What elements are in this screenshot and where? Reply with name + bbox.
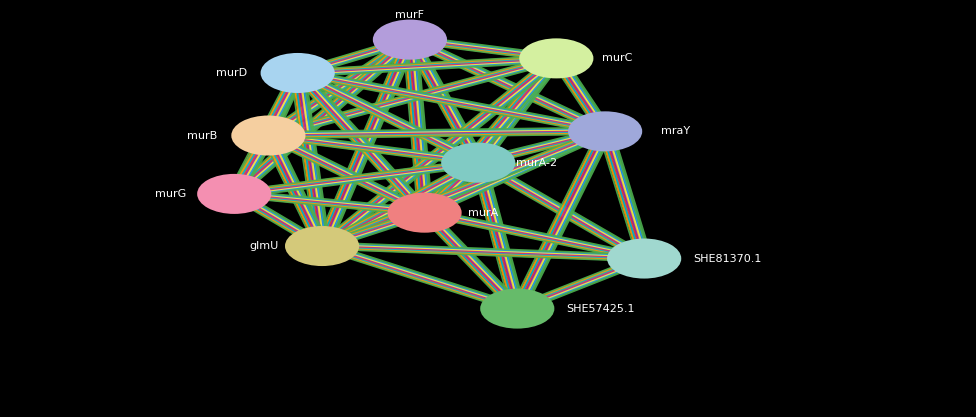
Text: glmU: glmU xyxy=(249,241,278,251)
Text: murD: murD xyxy=(216,68,247,78)
Ellipse shape xyxy=(197,174,271,214)
Ellipse shape xyxy=(441,143,515,183)
Ellipse shape xyxy=(261,53,335,93)
Text: murF: murF xyxy=(395,10,425,20)
Text: SHE81370.1: SHE81370.1 xyxy=(693,254,761,264)
Ellipse shape xyxy=(231,116,305,156)
Text: murB: murB xyxy=(187,131,217,141)
Text: SHE57425.1: SHE57425.1 xyxy=(566,304,634,314)
Text: mraY: mraY xyxy=(661,126,690,136)
Text: murG: murG xyxy=(155,189,186,199)
Text: murA-2: murA-2 xyxy=(516,158,557,168)
Ellipse shape xyxy=(607,239,681,279)
Ellipse shape xyxy=(373,20,447,60)
Text: murC: murC xyxy=(601,53,632,63)
Ellipse shape xyxy=(285,226,359,266)
Ellipse shape xyxy=(568,111,642,151)
Ellipse shape xyxy=(519,38,593,78)
Text: murA: murA xyxy=(468,208,498,218)
Ellipse shape xyxy=(480,289,554,329)
Ellipse shape xyxy=(387,193,462,233)
